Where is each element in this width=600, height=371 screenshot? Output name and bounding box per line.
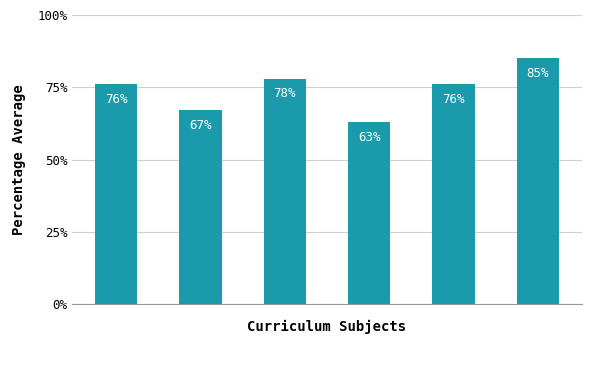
Bar	[264, 79, 306, 304]
Text: 67%: 67%	[190, 119, 212, 132]
X-axis label: Curriculum Subjects: Curriculum Subjects	[247, 320, 407, 334]
Text: 78%: 78%	[274, 87, 296, 100]
Bar	[433, 84, 475, 304]
Bar	[517, 58, 559, 304]
Bar	[179, 110, 221, 304]
Text: 76%: 76%	[105, 93, 128, 106]
Text: 63%: 63%	[358, 131, 380, 144]
Bar	[95, 84, 137, 304]
Y-axis label: Percentage Average: Percentage Average	[12, 84, 26, 235]
Text: 85%: 85%	[526, 67, 549, 80]
Text: 76%: 76%	[442, 93, 464, 106]
Bar	[348, 122, 390, 304]
